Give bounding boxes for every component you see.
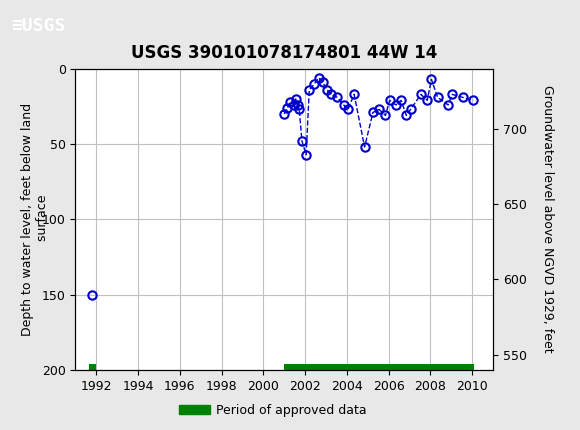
Text: USGS 390101078174801 44W 14: USGS 390101078174801 44W 14 (131, 44, 437, 62)
Bar (284, 364, 474, 370)
Bar (89, 364, 96, 370)
Y-axis label: Groundwater level above NGVD 1929, feet: Groundwater level above NGVD 1929, feet (541, 86, 554, 353)
Text: ≡USGS: ≡USGS (12, 17, 66, 35)
Y-axis label: Depth to water level, feet below land
 surface: Depth to water level, feet below land su… (21, 103, 49, 336)
Legend: Period of approved data: Period of approved data (173, 399, 372, 421)
